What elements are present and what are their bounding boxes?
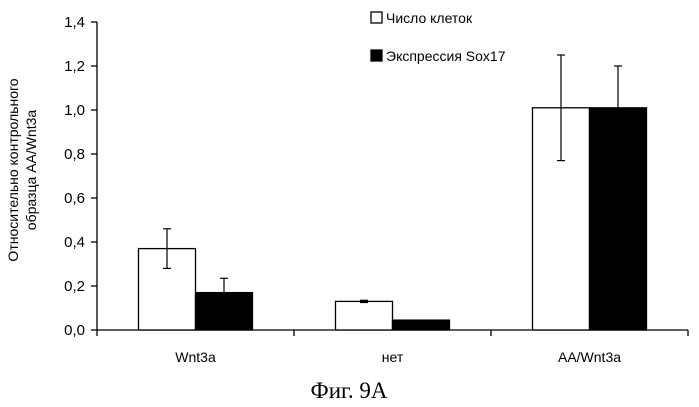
legend-swatch <box>370 49 383 62</box>
figure-caption: Фиг. 9A <box>311 378 388 403</box>
y-axis-title-line: образца AA/Wnt3a <box>23 110 39 231</box>
legend: Число клеток Экспрессия Sox17 <box>370 10 506 64</box>
y-tick-label: 0,0 <box>64 322 85 339</box>
bar <box>391 319 451 331</box>
bars <box>137 107 648 331</box>
y-tick-label: 1,2 <box>64 58 85 75</box>
x-axis: Wnt3a нет AA/Wnt3a <box>96 329 689 365</box>
legend-swatch <box>370 11 383 24</box>
y-tick-label: 0,8 <box>64 146 85 163</box>
y-axis-title-line: Относительно контрольного <box>5 78 21 261</box>
y-tick-label: 0,2 <box>64 278 85 295</box>
legend-label: Число клеток <box>386 10 473 26</box>
y-tick-label: 0,6 <box>64 190 85 207</box>
bar <box>334 300 394 331</box>
x-tick-label: Wnt3a <box>175 349 216 365</box>
y-tick-label: 0,4 <box>64 234 85 251</box>
error-bars <box>163 54 622 308</box>
x-tick-label: AA/Wnt3a <box>558 349 621 365</box>
legend-label: Экспрессия Sox17 <box>386 48 506 64</box>
y-axis-title: Относительно контрольного образца AA/Wnt3… <box>5 78 39 261</box>
y-axis: 0,0 0,2 0,4 0,6 0,8 1,0 1,2 1,4 <box>64 14 98 339</box>
y-tick-label: 1,4 <box>64 14 85 31</box>
y-tick-label: 1,0 <box>64 102 85 119</box>
x-tick-label: нет <box>382 349 404 365</box>
